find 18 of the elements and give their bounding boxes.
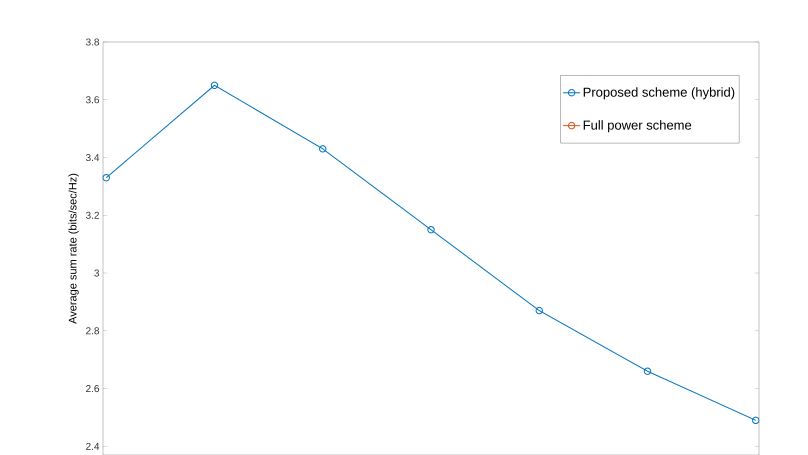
- legend-label: Proposed scheme (hybrid): [584, 87, 734, 100]
- y-tick-label: 2.8: [86, 327, 100, 334]
- y-tick-label: 3.6: [86, 96, 100, 104]
- point: [102, 174, 110, 182]
- point: [210, 82, 218, 89]
- legend-label: Full power scheme: [584, 120, 692, 132]
- point: [752, 416, 760, 424]
- point: [536, 306, 543, 314]
- y-tick-label: 2.6: [86, 384, 100, 392]
- point: [319, 145, 326, 153]
- y-tick-label: 2.4: [86, 442, 100, 450]
- point: [427, 226, 435, 234]
- y-tick-label: 3.4: [86, 154, 100, 162]
- y-tick-label: 3: [94, 269, 100, 277]
- y-axis-title: Average sum rate (bits/sec/Hz): [68, 174, 79, 324]
- y-tick-label: 3.8: [86, 38, 100, 46]
- point: [644, 367, 652, 375]
- y-tick-label: 3.2: [86, 212, 99, 219]
